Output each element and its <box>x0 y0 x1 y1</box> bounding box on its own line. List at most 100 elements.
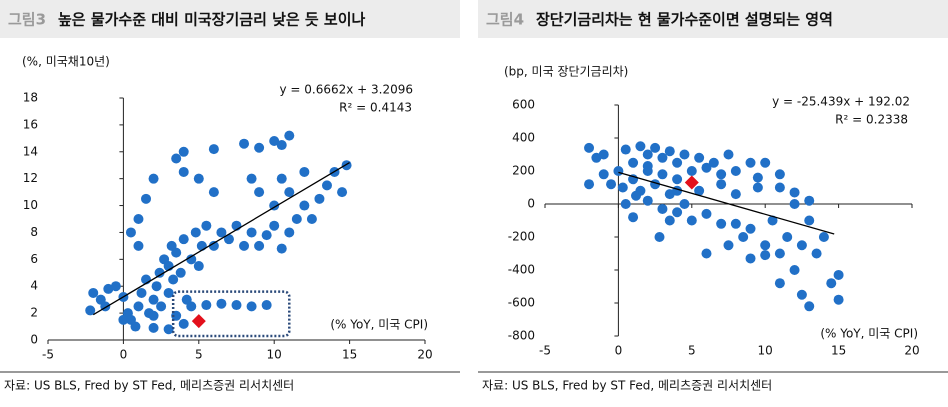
x-tick-label: -5 <box>539 344 551 358</box>
point <box>657 169 668 180</box>
point <box>178 146 189 157</box>
point <box>620 144 631 155</box>
y-tick-label: 6 <box>30 252 38 266</box>
title-bar <box>478 0 948 38</box>
y-tick-label: 0 <box>527 197 535 211</box>
point <box>223 234 234 245</box>
point <box>796 289 807 300</box>
point <box>141 193 152 204</box>
point <box>745 223 756 234</box>
point <box>642 161 653 172</box>
point <box>708 157 719 168</box>
x-tick-label: 20 <box>417 348 432 362</box>
point <box>752 182 763 193</box>
point <box>321 180 332 191</box>
x-tick-label: 20 <box>904 344 919 358</box>
point <box>833 269 844 280</box>
x-tick-label: 5 <box>195 348 203 362</box>
x-tick-label: -5 <box>42 348 54 362</box>
point <box>171 310 182 321</box>
point <box>826 278 837 289</box>
point <box>672 185 683 196</box>
point <box>694 185 705 196</box>
chart-title: 높은 물가수준 대비 미국장기금리 낮은 듯 보이나 <box>58 11 366 29</box>
point <box>163 324 174 335</box>
point <box>110 281 121 292</box>
x-tick-label: 0 <box>615 344 623 358</box>
point <box>85 305 96 316</box>
point <box>299 200 310 211</box>
point <box>774 248 785 259</box>
figure-label: 그림4 <box>486 11 524 29</box>
point <box>598 169 609 180</box>
point <box>730 189 741 200</box>
point <box>178 166 189 177</box>
point <box>818 232 829 242</box>
figure-label: 그림3 <box>8 11 46 29</box>
point <box>178 318 189 329</box>
point <box>193 261 204 272</box>
point <box>745 157 756 168</box>
y-tick-label: 12 <box>23 171 38 185</box>
point <box>716 218 727 229</box>
point <box>337 187 348 198</box>
y-axis-label: (%, 미국채10년) <box>22 55 110 69</box>
point <box>654 232 665 242</box>
point <box>193 173 204 184</box>
point <box>584 142 595 153</box>
point <box>246 227 257 238</box>
point <box>664 146 675 157</box>
current-point <box>684 175 699 190</box>
point <box>774 169 785 180</box>
point <box>694 152 705 163</box>
point <box>216 298 227 309</box>
point <box>148 294 159 305</box>
point <box>796 240 807 251</box>
point <box>208 144 219 155</box>
point <box>276 243 287 254</box>
point <box>133 301 144 312</box>
point <box>118 314 129 325</box>
y-tick-label: 18 <box>23 91 38 105</box>
x-tick-label: 15 <box>831 344 846 358</box>
point <box>269 220 280 231</box>
point <box>686 215 697 226</box>
current-point <box>191 314 206 329</box>
x-tick-label: 15 <box>342 348 357 362</box>
y-tick-label: -600 <box>508 296 535 310</box>
point <box>196 240 207 251</box>
point <box>628 212 639 223</box>
x-axis-label: (% YoY, 미국 CPI) <box>820 327 918 341</box>
y-tick-label: 4 <box>30 279 38 293</box>
point <box>201 300 212 311</box>
point <box>341 160 352 171</box>
point <box>156 301 167 312</box>
chart-title: 장단기금리차는 현 물가수준이면 설명되는 영역 <box>536 11 833 29</box>
point <box>208 240 219 251</box>
point <box>730 218 741 229</box>
point <box>613 166 624 176</box>
point <box>723 149 734 160</box>
point <box>284 187 295 198</box>
r-squared: R² = 0.4143 <box>339 101 412 115</box>
source: 자료: US BLS, Fred by ST Fed, 메리츠증권 리서치센터 <box>4 379 294 393</box>
point <box>745 253 756 264</box>
point <box>261 300 272 311</box>
trend-line <box>92 161 350 316</box>
x-tick-label: 5 <box>688 344 696 358</box>
point <box>701 162 712 173</box>
x-axis-label: (% YoY, 미국 CPI) <box>330 318 428 332</box>
point <box>186 254 197 265</box>
point <box>679 199 690 209</box>
y-tick-label: 14 <box>23 144 38 158</box>
equation: y = 0.6662x + 3.2096 <box>279 83 413 97</box>
point <box>760 157 771 168</box>
point <box>190 227 201 238</box>
point <box>133 214 144 224</box>
x-tick-label: 10 <box>758 344 773 358</box>
point <box>254 187 265 198</box>
source: 자료: US BLS, Fred by ST Fed, 메리츠증권 리서치센터 <box>482 379 772 393</box>
point <box>620 199 631 209</box>
point <box>246 301 257 312</box>
